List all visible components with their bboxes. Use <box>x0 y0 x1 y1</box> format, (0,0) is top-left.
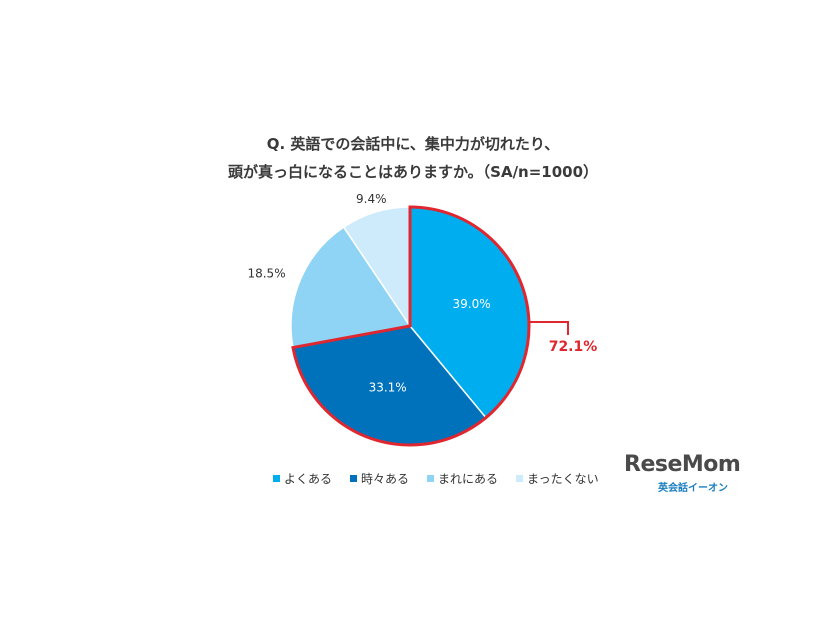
legend-label: まれにある <box>438 472 499 486</box>
legend-label: まったくない <box>527 472 599 486</box>
pie-slice-3 <box>290 226 412 349</box>
legend-swatch <box>427 475 435 482</box>
slice-label-1: 39.0% <box>453 297 491 311</box>
highlight-outline <box>291 205 531 447</box>
logo-sub: 英会話イーオン <box>658 483 728 494</box>
legend-item: 時々ある <box>350 470 409 487</box>
legend-item: まったくない <box>516 470 599 487</box>
highlight-label: 72.1% <box>549 339 598 355</box>
legend-item: まれにある <box>427 470 498 487</box>
logo: ReseMom 英会話イーオン <box>624 452 741 494</box>
highlight-bracket <box>529 321 569 335</box>
legend-swatch <box>273 475 280 482</box>
legend-item: よくある <box>273 470 332 487</box>
chart-title-line2: 頭が真っ白になることはありますか。（SA/n=1000） <box>227 163 599 181</box>
legend-swatch <box>516 475 524 482</box>
slice-label-4: 9.4% <box>356 192 387 206</box>
chart-title-line1: Q. 英語での会話中に、集中力が切れたり、 <box>266 135 560 153</box>
logo-main: ReseMom <box>624 452 741 477</box>
legend-swatch <box>350 475 358 482</box>
legend-label: 時々ある <box>361 472 410 486</box>
legend: よくある 時々ある まれにある まったくない <box>273 470 599 487</box>
slice-label-3: 18.5% <box>247 267 285 281</box>
legend-label: よくある <box>284 472 333 486</box>
slice-label-2: 33.1% <box>369 381 407 395</box>
